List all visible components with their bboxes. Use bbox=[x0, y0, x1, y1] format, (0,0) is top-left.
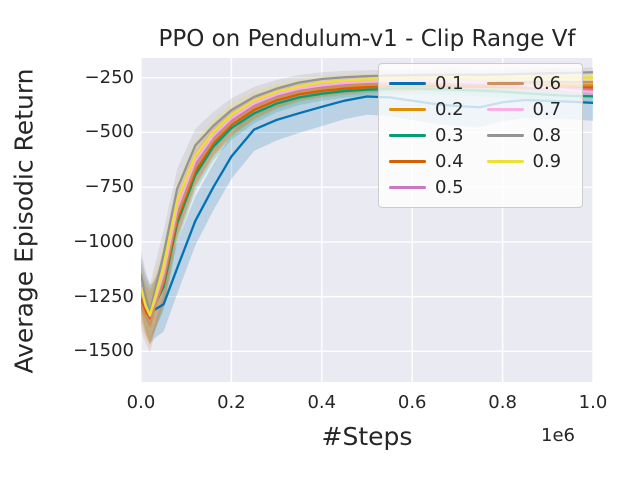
legend-swatch-0.4 bbox=[389, 160, 426, 164]
chart-title: PPO on Pendulum-v1 - Clip Range Vf bbox=[158, 26, 576, 52]
legend-item-0.7: 0.7 bbox=[486, 96, 573, 122]
legend-item-label: 0.9 bbox=[532, 151, 562, 173]
x-axis-label: #Steps bbox=[321, 422, 413, 451]
legend-item-label: 0.3 bbox=[435, 124, 464, 146]
legend-item-0.3: 0.3 bbox=[389, 122, 475, 148]
legend-item-0.4: 0.4 bbox=[389, 149, 475, 175]
legend-swatch-0.5 bbox=[389, 186, 426, 190]
legend-swatch-0.2 bbox=[389, 107, 426, 111]
legend-item-0.1: 0.1 bbox=[389, 70, 475, 96]
legend-swatch-0.9 bbox=[486, 160, 524, 164]
legend-item-0.2: 0.2 bbox=[389, 96, 475, 122]
x-tick-label: 0.6 bbox=[397, 392, 427, 413]
legend-swatch-0.8 bbox=[486, 133, 524, 137]
series-band-0.1 bbox=[141, 78, 593, 344]
x-tick-label: 0.0 bbox=[126, 392, 156, 413]
legend-swatch-0.3 bbox=[389, 133, 426, 137]
legend-item-label: 0.4 bbox=[435, 151, 464, 173]
y-tick-label: −750 bbox=[84, 176, 134, 198]
x-axis-offset-label: 1e6 bbox=[541, 425, 575, 446]
y-tick-label: −500 bbox=[84, 121, 134, 143]
legend-item-0.5: 0.5 bbox=[389, 175, 475, 201]
y-tick-label: −1000 bbox=[73, 230, 134, 252]
x-tick-label: 0.8 bbox=[488, 392, 517, 413]
legend-item-0.8: 0.8 bbox=[486, 122, 573, 148]
y-tick-label: −1500 bbox=[73, 340, 134, 362]
x-tick-label: 1.0 bbox=[578, 392, 608, 413]
legend-item-label: 0.2 bbox=[435, 98, 464, 120]
legend-swatch-0.7 bbox=[486, 107, 524, 111]
legend-item-label: 0.5 bbox=[435, 177, 464, 199]
legend-item-label: 0.6 bbox=[532, 72, 562, 94]
confidence-bands bbox=[141, 67, 593, 354]
y-axis-label: Average Episodic Return bbox=[9, 68, 39, 374]
legend: 0.1 0.2 0.3 0.4 0.5 0.6 0.7 0.8 0.9 bbox=[378, 63, 583, 208]
x-tick-label: 0.2 bbox=[217, 392, 246, 413]
legend-swatch-0.6 bbox=[486, 81, 524, 85]
legend-item-label: 0.8 bbox=[532, 124, 562, 146]
y-tick-label: −1250 bbox=[73, 285, 134, 307]
y-tick-label: −250 bbox=[84, 66, 134, 88]
legend-swatch-0.1 bbox=[389, 81, 426, 85]
legend-item-0.9: 0.9 bbox=[486, 149, 573, 175]
legend-item-label: 0.1 bbox=[435, 72, 464, 94]
x-tick-label: 0.4 bbox=[307, 392, 337, 413]
legend-item-label: 0.7 bbox=[532, 98, 562, 120]
legend-item-0.6: 0.6 bbox=[486, 70, 573, 96]
